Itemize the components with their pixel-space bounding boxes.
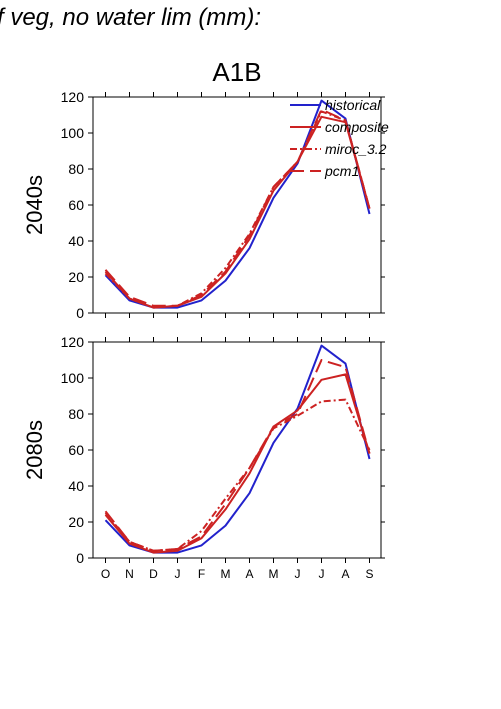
x-tick-label: M: [269, 567, 279, 581]
series-line-pcm1: [104, 108, 371, 307]
y-tick-label: 20: [68, 269, 84, 285]
y-tick-label: 60: [68, 197, 84, 213]
y-tick-label: 80: [68, 406, 84, 422]
y-tick-label: 20: [68, 514, 84, 530]
x-tick-label: M: [221, 567, 231, 581]
y-tick-label: 0: [76, 550, 84, 566]
legend-entry: composite: [325, 119, 389, 135]
x-tick-label: N: [125, 567, 134, 581]
panel-lines: [104, 99, 371, 309]
x-tick-label: A: [245, 567, 253, 581]
scenario-title: A1B: [212, 57, 261, 87]
x-tick-label: F: [198, 567, 205, 581]
panel-ticks: [88, 337, 385, 563]
x-tick-label: J: [295, 567, 301, 581]
y-tick-label: 120: [61, 334, 85, 350]
y-tick-label: 80: [68, 161, 84, 177]
y-tick-label: 100: [61, 125, 85, 141]
legend-entry: historical: [325, 97, 381, 113]
y-axis-label: 2080s: [22, 420, 47, 480]
y-tick-label: 40: [68, 478, 84, 494]
legend-entry: miroc_3.2: [325, 141, 387, 157]
panel-frame: [92, 341, 382, 559]
series-line-composite: [104, 373, 371, 554]
y-tick-labels: 0 20 40 60 80 100 120: [61, 334, 85, 566]
y-tick-labels: 0 20 40 60 80 100 120: [61, 89, 85, 321]
x-tick-label: S: [365, 567, 373, 581]
panel-lines: [104, 344, 371, 554]
x-tick-label: J: [175, 567, 181, 581]
x-tick-label: O: [101, 567, 110, 581]
x-tick-label: A: [341, 567, 349, 581]
legend-entry: pcm1: [324, 163, 359, 179]
y-tick-label: 0: [76, 305, 84, 321]
x-tick-label: D: [149, 567, 158, 581]
y-axis-label: 2040s: [22, 175, 47, 235]
y-tick-label: 60: [68, 442, 84, 458]
panel-2040s: 0 20 40 60 80 100 120 historical composite miroc…: [22, 89, 389, 321]
y-tick-label: 120: [61, 89, 85, 105]
series-line-miroc-3-2: [104, 110, 371, 309]
series-line-miroc-3-2: [104, 398, 371, 552]
series-line-historical: [104, 344, 371, 554]
y-tick-label: 100: [61, 370, 85, 386]
panel-2080s: 0 20 40 60 80 100 120 2080s: [22, 334, 385, 566]
legend: historical composite miroc_3.2 pcm1: [290, 97, 389, 179]
x-tick-label: J: [319, 567, 325, 581]
series-line-pcm1: [104, 359, 371, 552]
y-tick-label: 40: [68, 233, 84, 249]
figure-title: f veg, no water lim (mm):: [0, 4, 262, 31]
panel-ticks: [88, 92, 385, 318]
